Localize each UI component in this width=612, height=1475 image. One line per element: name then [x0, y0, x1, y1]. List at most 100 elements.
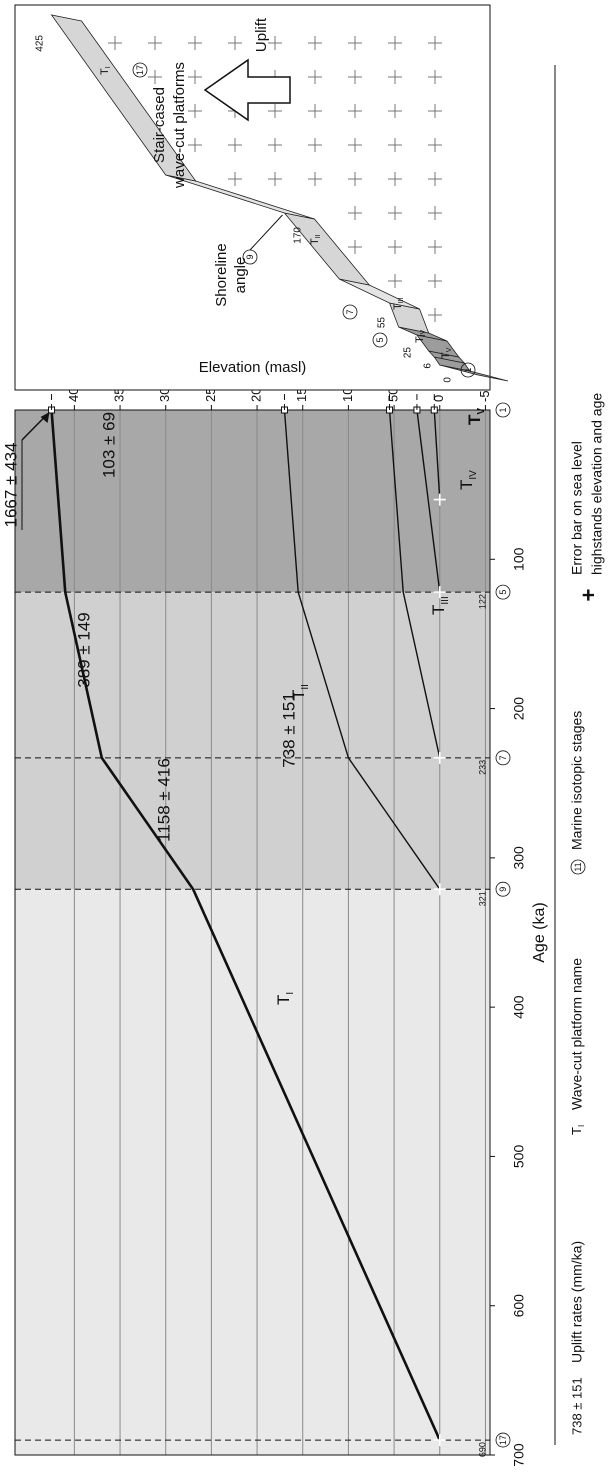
- uplift-rate: 103 ± 69: [99, 412, 118, 478]
- terrace-subscript: I: [105, 66, 112, 68]
- x-tick-label: 600: [511, 1294, 527, 1318]
- land-cross: [348, 172, 362, 186]
- terrace-label: TV: [465, 408, 486, 425]
- land-cross: [228, 36, 242, 50]
- land-cross: [388, 70, 402, 84]
- legend-error-text: highstands elevation and age: [589, 393, 605, 575]
- error-bar: [433, 751, 446, 764]
- land-cross: [428, 104, 442, 118]
- land-cross: [388, 172, 402, 186]
- land-cross: [428, 172, 442, 186]
- shoreline-label: Shoreline: [213, 243, 230, 306]
- schematic-elevation: 0: [443, 377, 454, 383]
- schematic-terrace-label: TV: [440, 347, 453, 359]
- x-axis-title: Age (ka): [531, 902, 548, 962]
- schematic-terrace-label: TI: [99, 66, 112, 75]
- land-cross: [188, 36, 202, 50]
- error-bar: [433, 1434, 446, 1447]
- legend-error-symbol: +: [576, 589, 601, 602]
- schematic-terrace-label: TIII: [392, 297, 405, 310]
- terrace-letter: T: [274, 995, 293, 1005]
- terrace-letter: T: [440, 352, 452, 359]
- schematic-elevation: 425: [35, 35, 46, 52]
- uplift-label: Uplift: [253, 17, 270, 52]
- schematic-mis: 9: [245, 254, 255, 259]
- mis-label: 7: [498, 755, 508, 760]
- land-cross: [188, 138, 202, 152]
- land-cross: [268, 36, 282, 50]
- mis-label: 5: [498, 590, 508, 595]
- terrace-line: [283, 409, 441, 890]
- land-cross: [188, 104, 202, 118]
- x-tick-label: 700: [511, 1443, 527, 1467]
- mis-label-circle: [495, 881, 511, 897]
- land-cross: [428, 274, 442, 288]
- uplift-arrow: [203, 58, 291, 122]
- legend-rate-text: Uplift rates (mm/ka): [569, 1241, 585, 1363]
- uplift-rate: 1667 ± 434: [1, 443, 20, 528]
- land-cross: [268, 138, 282, 152]
- schematic-mis: 7: [345, 309, 355, 314]
- x-tick-label: 500: [511, 1145, 527, 1169]
- terrace-letter: T: [429, 605, 448, 615]
- schematic-elevation: 25: [403, 347, 414, 359]
- x-tick-label: 300: [511, 846, 527, 870]
- terrace-label: TII: [289, 684, 310, 700]
- land-cross: [388, 36, 402, 50]
- legend-mis-circle: [570, 859, 586, 875]
- terrace-letter: T: [569, 1127, 584, 1135]
- schematic-mis-circle: [132, 62, 148, 78]
- terrace-label: TIV: [457, 470, 478, 490]
- terrace-subscript: II: [315, 234, 322, 238]
- uplift-rate: 1158 ± 416: [154, 758, 173, 842]
- legend-terrace: TI: [569, 1125, 586, 1135]
- terrace-line: [50, 409, 441, 1441]
- error-bar: [433, 883, 446, 896]
- terrace-subscript: I: [285, 992, 296, 995]
- land-cross: [108, 36, 122, 50]
- terrace-letter: T: [457, 480, 476, 490]
- land-cross: [428, 70, 442, 84]
- highstand-age: 233: [477, 760, 487, 775]
- schematic-elevation: 170: [293, 227, 304, 244]
- land-cross: [348, 36, 362, 50]
- land-cross: [428, 240, 442, 254]
- plot-frame: [14, 409, 491, 1456]
- legend-error-text: Error bar on sea level: [569, 441, 585, 575]
- land-cross: [428, 138, 442, 152]
- y-tick-label: 0: [431, 395, 446, 402]
- terrace-subscript: I: [577, 1125, 586, 1127]
- platform-face: [50, 14, 197, 182]
- mis-label: 9: [498, 887, 508, 892]
- terrace-letter: T: [392, 303, 404, 310]
- schematic-terrace-label: TIV: [414, 329, 427, 343]
- mis-label-circle: [495, 402, 511, 418]
- land-cross: [308, 104, 322, 118]
- land-cross: [388, 240, 402, 254]
- terrace-subscript: III: [398, 297, 405, 303]
- mis-label: 17: [498, 1435, 508, 1445]
- land-cross: [428, 36, 442, 50]
- terrace-label: TIII: [429, 596, 450, 615]
- x-tick-label: 100: [511, 547, 527, 571]
- legend-mis: 11: [573, 862, 583, 871]
- terrace-letter: T: [414, 336, 426, 343]
- land-cross: [388, 138, 402, 152]
- land-cross: [388, 206, 402, 220]
- terrace-line: [416, 409, 441, 593]
- land-cross: [388, 274, 402, 288]
- mis-label: 1: [498, 407, 508, 412]
- land-cross: [348, 138, 362, 152]
- shoreline-label: angle: [232, 257, 249, 294]
- mis-label-circle: [495, 584, 511, 600]
- schematic-mis-circle: [372, 332, 388, 348]
- highstand-age: 321: [477, 891, 487, 906]
- land-cross: [308, 138, 322, 152]
- land-cross: [428, 308, 442, 322]
- rate-arrowhead: [40, 412, 50, 423]
- highstand-age: 122: [477, 594, 487, 609]
- schematic-mis: 1: [463, 367, 473, 372]
- land-cross: [308, 172, 322, 186]
- land-cross: [308, 70, 322, 84]
